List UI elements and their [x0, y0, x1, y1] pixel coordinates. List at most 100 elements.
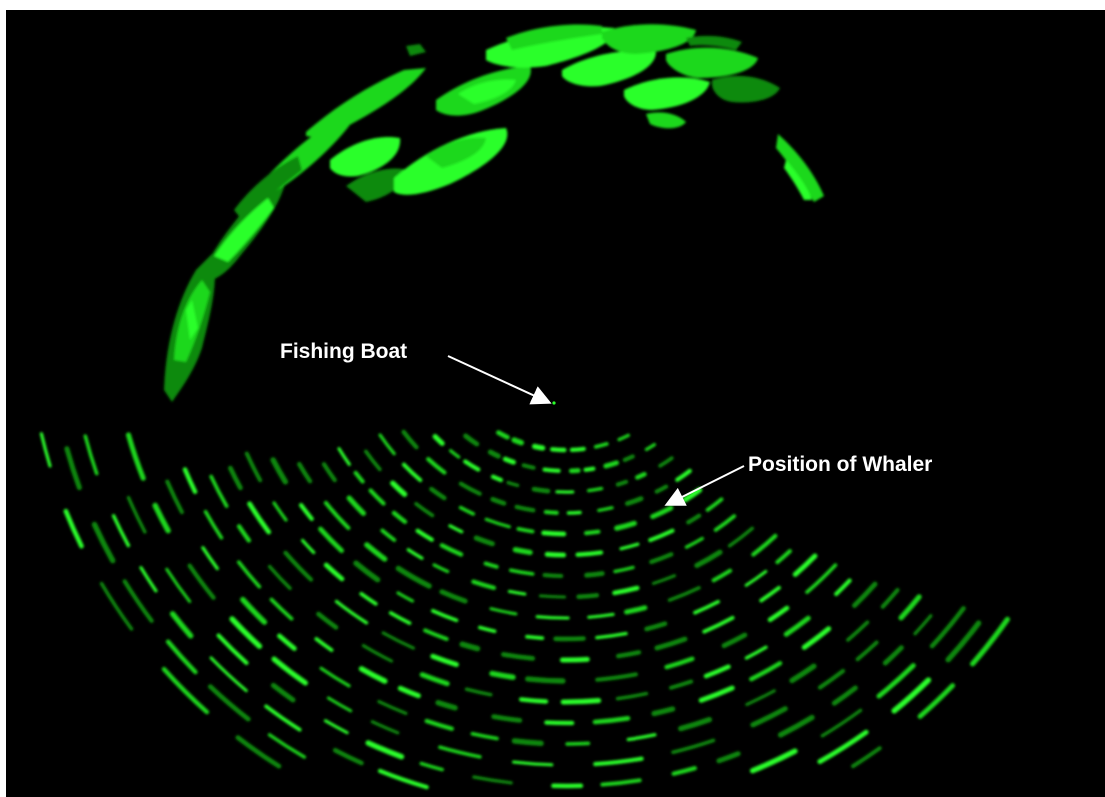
clutter-streak	[401, 462, 423, 483]
clutter-streak	[381, 631, 415, 650]
clutter-streak	[91, 521, 116, 564]
clutter-streak	[39, 432, 52, 468]
clutter-streak	[817, 729, 869, 764]
clutter-streak	[459, 641, 481, 652]
clutter-streak	[152, 502, 171, 534]
clutter-streak	[506, 480, 520, 488]
clutter-streak	[686, 513, 702, 525]
clutter-streak	[615, 691, 649, 701]
clutter-streak	[414, 501, 435, 518]
clutter-streak	[749, 661, 783, 682]
clutter-streak	[559, 656, 590, 663]
clutter-streak	[314, 637, 334, 652]
clutter-streak	[789, 663, 817, 684]
clutter-streak	[929, 606, 966, 649]
clutter-streak	[576, 593, 600, 599]
clutter-streak	[229, 616, 263, 649]
clutter-streak	[970, 616, 1010, 667]
clutter-streak	[216, 633, 249, 665]
clutter-streak	[271, 656, 308, 686]
clutter-streak	[595, 672, 638, 682]
clutter-streak	[535, 615, 570, 620]
clutter-streak	[521, 463, 536, 470]
clutter-streak	[512, 760, 554, 767]
clutter-streak	[694, 549, 723, 569]
clutter-streak	[511, 738, 544, 746]
clutter-streak	[624, 605, 648, 615]
clutter-streak	[209, 474, 229, 508]
clutter-streak	[326, 696, 353, 713]
clutter-streak	[319, 666, 351, 688]
clutter-streak	[471, 579, 497, 590]
clutter-streak	[617, 433, 630, 442]
clutter-streak	[651, 574, 677, 585]
clutter-streak	[490, 496, 507, 506]
clutter-streak	[125, 432, 146, 481]
clutter-streak	[597, 506, 614, 512]
clutter-streak	[111, 514, 131, 548]
clutter-streak	[625, 496, 644, 506]
clutter-streak	[298, 502, 314, 521]
clutter-streak	[713, 514, 737, 532]
clutter-streak	[544, 551, 567, 558]
clutter-streak	[490, 474, 504, 483]
clutter-streak	[716, 751, 741, 764]
clutter-streak	[269, 597, 294, 621]
clutter-streak	[880, 588, 900, 609]
clutter-streak	[669, 679, 694, 690]
clutter-streak	[401, 429, 419, 450]
clutter-streak	[671, 766, 697, 776]
clutter-streak	[496, 430, 510, 440]
clutter-streak	[560, 698, 602, 705]
clutter-streak	[851, 746, 882, 769]
clutter-streak	[744, 569, 768, 587]
clutter-streak	[805, 563, 838, 594]
clutter-streak	[600, 778, 642, 787]
clutter-streak	[365, 740, 405, 760]
clutter-streak	[569, 446, 586, 452]
clutter-streak	[565, 741, 591, 746]
clutter-streak	[684, 536, 704, 549]
clutter-streak	[463, 433, 480, 447]
clutter-streak	[751, 533, 778, 557]
clutter-streak	[593, 756, 644, 767]
clutter-streak	[745, 689, 776, 707]
clutter-streak	[654, 636, 688, 651]
clutter-streak	[439, 589, 468, 604]
clutter-streak	[122, 579, 154, 623]
clutter-streak	[406, 548, 424, 560]
clutter-streak	[595, 631, 628, 640]
clutter-streak	[744, 645, 768, 660]
clutter-streak	[380, 528, 397, 542]
clutter-streak	[267, 733, 307, 759]
clutter-streak	[584, 571, 605, 578]
clutter-streak	[201, 546, 219, 571]
clutter-streak	[511, 437, 524, 446]
clutter-streak	[464, 687, 493, 697]
clutter-streak	[651, 706, 676, 717]
fishing-boat-echo	[552, 401, 556, 405]
clutter-streak	[587, 612, 615, 619]
clutter-streak	[678, 716, 713, 732]
clutter-streak	[509, 568, 535, 576]
clutter-streak	[332, 747, 364, 766]
clutter-streak	[543, 509, 559, 515]
clutter-streak	[432, 563, 450, 574]
clutter-streak	[368, 488, 386, 506]
clutter-streak	[359, 591, 378, 606]
clutter-streak	[283, 550, 314, 582]
whaler-label: Position of Whaler	[748, 453, 933, 476]
clutter-streak	[584, 529, 601, 536]
clutter-streak	[377, 700, 408, 715]
clutter-streak	[519, 697, 549, 704]
clutter-streak	[592, 716, 631, 725]
clutter-streak	[882, 645, 904, 666]
clutter-streak	[703, 664, 731, 679]
clutter-streak	[353, 470, 365, 484]
clutter-streak	[473, 535, 495, 547]
clutter-streak	[458, 481, 482, 496]
clutter-streak	[531, 443, 546, 451]
clutter-streak	[783, 615, 811, 637]
clutter-streak	[449, 449, 461, 459]
clutter-streak	[817, 668, 846, 690]
